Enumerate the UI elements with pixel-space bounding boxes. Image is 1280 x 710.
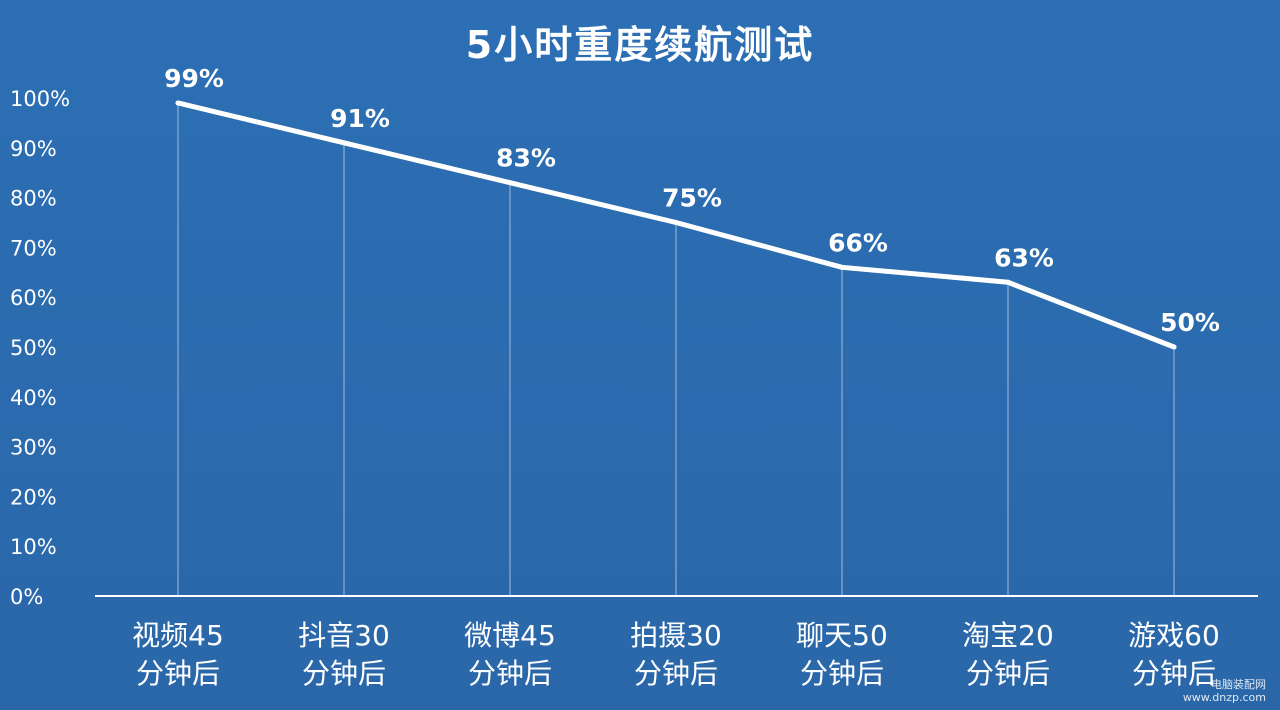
x-category-label: 分钟后 (468, 657, 552, 690)
x-category-label: 分钟后 (966, 657, 1050, 690)
x-category-label: 淘宝20 (962, 619, 1054, 652)
watermark-line2: www.dnzp.com (1182, 691, 1266, 704)
x-category-label: 分钟后 (1132, 657, 1216, 690)
y-tick-label: 80% (10, 187, 57, 211)
y-tick-label: 60% (10, 286, 57, 310)
data-label: 91% (330, 104, 390, 133)
x-axis-categories: 视频45 分钟后 抖音30 分钟后 微博45 分钟后 拍摄30 分钟后 聊天50 分钟后 淘宝20 分… (132, 619, 1220, 690)
data-point (1171, 344, 1177, 350)
x-category-label: 游戏60 (1128, 619, 1220, 652)
y-tick-label: 10% (10, 535, 57, 559)
data-label: 75% (662, 184, 722, 213)
y-tick-label: 50% (10, 336, 57, 360)
data-point (1005, 279, 1011, 285)
data-label: 99% (164, 64, 224, 93)
x-category-label: 聊天50 (796, 619, 888, 652)
watermark: 电脑装配网 www.dnzp.com (1183, 678, 1266, 704)
x-category-label: 分钟后 (634, 657, 718, 690)
x-category-label: 分钟后 (302, 657, 386, 690)
y-tick-label: 70% (10, 236, 57, 260)
x-category-label: 微博45 (464, 619, 556, 652)
data-point (175, 100, 181, 106)
chart-title: 5小时重度续航测试 (465, 23, 815, 67)
y-tick-label: 100% (10, 87, 70, 111)
watermark-line1: 电脑装配网 (1211, 678, 1266, 691)
data-label: 83% (496, 144, 556, 173)
data-label: 66% (828, 228, 888, 257)
y-tick-label: 0% (10, 585, 43, 609)
data-point (673, 220, 679, 225)
data-label: 63% (994, 243, 1054, 272)
x-category-label: 抖音30 (298, 619, 390, 652)
x-category-label: 拍摄30 (630, 619, 722, 652)
y-tick-label: 30% (10, 436, 57, 460)
data-point (839, 264, 845, 270)
x-category-label: 视频45 (132, 619, 224, 652)
data-labels: 99% 91% 83% 75% 66% 63% 50% (164, 64, 1220, 337)
x-category-label: 分钟后 (136, 657, 220, 690)
data-points (175, 100, 1177, 350)
x-category-label: 分钟后 (800, 657, 884, 690)
y-tick-label: 90% (10, 137, 57, 161)
drop-lines (177, 102, 1175, 596)
data-label: 50% (1160, 308, 1220, 337)
data-point (341, 140, 347, 146)
y-tick-label: 20% (10, 485, 57, 509)
y-tick-label: 40% (10, 386, 57, 410)
y-axis-ticks: 0% 10% 20% 30% 40% 50% 60% 70% 80% 90% 100% (10, 87, 70, 609)
data-point (507, 180, 513, 186)
